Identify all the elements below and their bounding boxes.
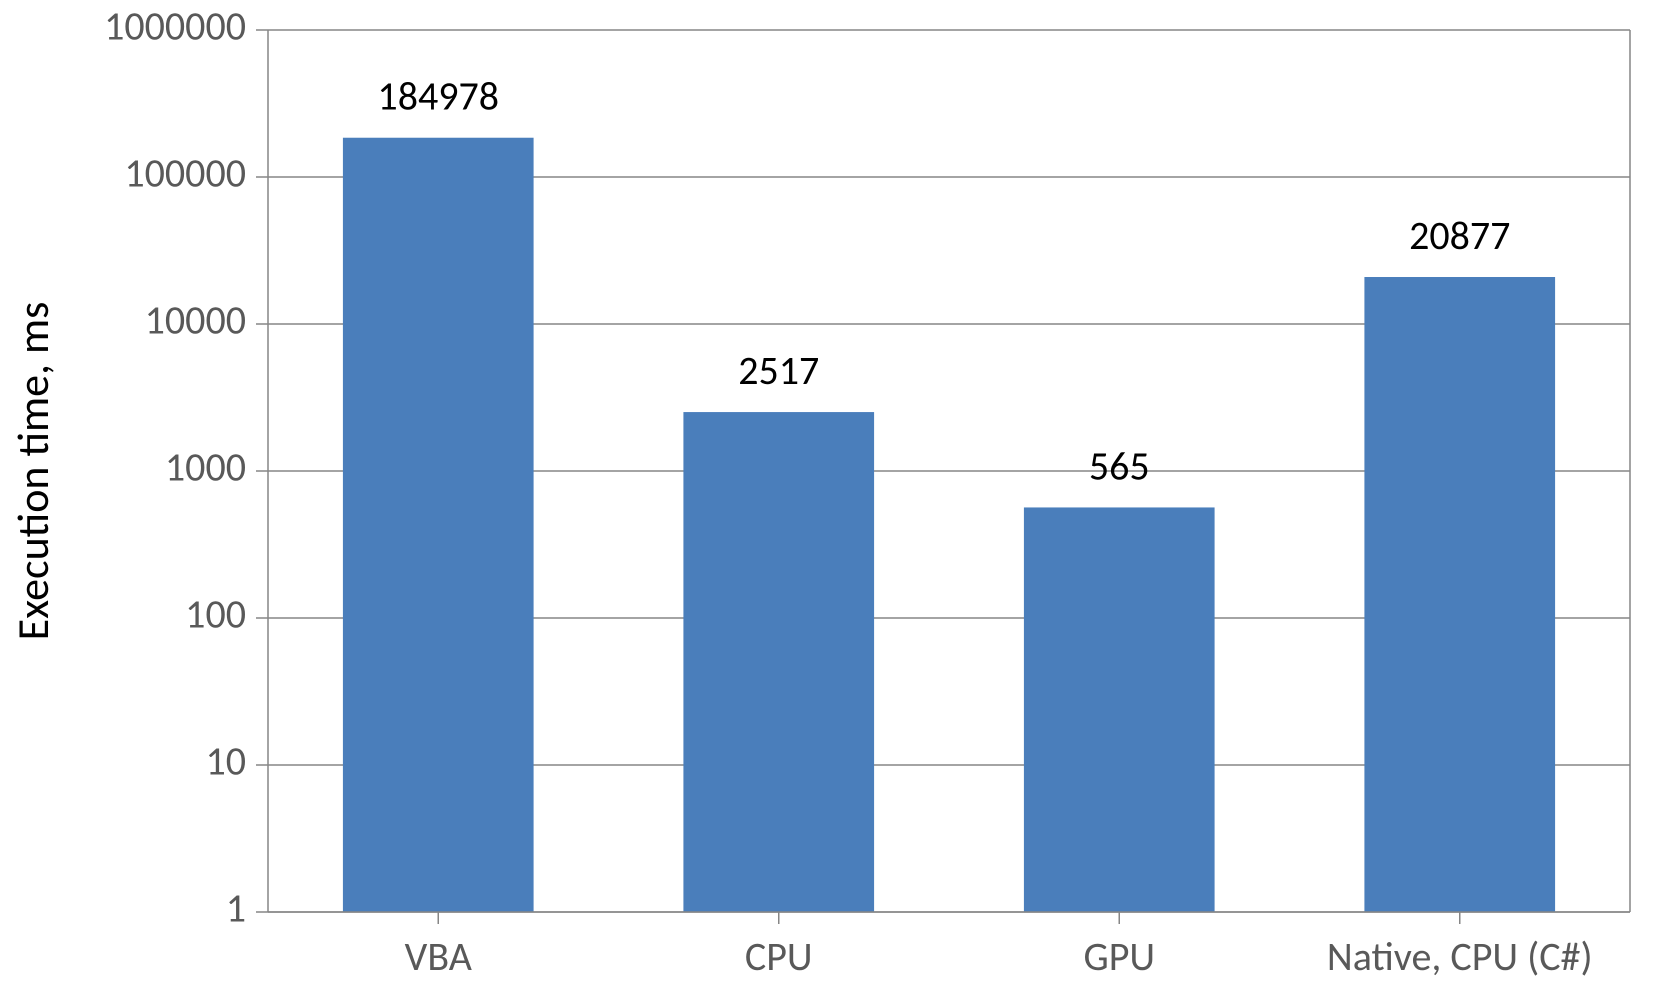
bar (1364, 277, 1555, 912)
y-tick-label: 10 (205, 737, 246, 786)
bar (683, 412, 874, 912)
bar (343, 138, 534, 912)
y-tick-label: 1000 (165, 443, 246, 492)
bar (1024, 507, 1215, 912)
y-tick-label: 1 (226, 884, 246, 933)
bar-value-label: 2517 (738, 346, 819, 395)
y-axis-label: Execution time, ms (6, 302, 60, 641)
y-tick-label: 100 (185, 590, 246, 639)
y-tick-label: 1000000 (104, 2, 246, 51)
y-tick-label: 100000 (124, 149, 246, 198)
y-tick-label: 10000 (145, 296, 246, 345)
x-category-label: GPU (1083, 932, 1155, 981)
x-category-label: Native, CPU (C#) (1327, 932, 1593, 981)
bar-value-label: 565 (1089, 441, 1150, 490)
x-category-label: VBA (405, 932, 473, 981)
bar-value-label: 184978 (377, 72, 499, 121)
chart-svg: 1 10 100 1000 10000 100000 1000000 184978 VBA 251… (0, 0, 1669, 1001)
x-category-label: CPU (745, 932, 813, 981)
execution-time-chart: 1 10 100 1000 10000 100000 1000000 184978 VBA 251… (0, 0, 1669, 1001)
bar-value-label: 20877 (1409, 211, 1510, 260)
